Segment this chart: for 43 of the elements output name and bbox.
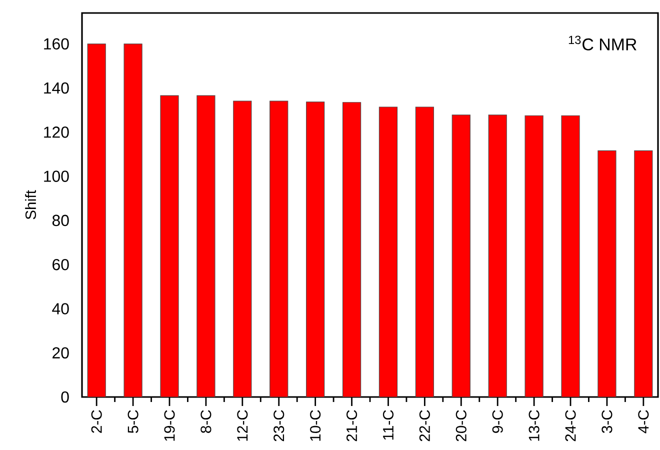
x-tick-label: 8-C (200, 410, 212, 433)
x-tick-label: 23-C (274, 410, 284, 442)
bar (124, 44, 142, 397)
bar (378, 106, 398, 397)
y-tick-label: 20 (52, 347, 69, 359)
x-tick-label: 11-C (382, 410, 394, 440)
bar (87, 44, 106, 397)
y-tick-label: 160 (44, 38, 69, 50)
bar (233, 100, 252, 397)
y-tick-label: 140 (44, 82, 69, 94)
bar (270, 100, 288, 397)
y-axis-title: Shift (25, 190, 36, 220)
bar (342, 102, 362, 397)
y-tick-label: 80 (52, 214, 69, 226)
bar (415, 106, 434, 397)
x-tick-label: 13-C (528, 410, 540, 441)
bar (524, 115, 544, 397)
bar (488, 114, 507, 397)
x-tick-label: 5-C (128, 410, 138, 434)
x-tick-label: 24-C (565, 410, 576, 442)
x-tick-label: 9-C (492, 410, 503, 433)
y-tick-label: 40 (52, 303, 69, 314)
bar (598, 150, 616, 397)
bar (561, 115, 580, 397)
x-tick-label: 21-C (346, 410, 358, 442)
annotation: $^{13}$C NMR (568, 36, 636, 50)
x-tick-label: 12-C (237, 410, 248, 441)
y-tick-label: 0 (61, 391, 69, 403)
x-tick-label: 19-C (164, 410, 175, 441)
y-tick-label: 60 (52, 258, 69, 270)
y-tick-label: 120 (44, 126, 69, 138)
x-tick-label: 2-C (91, 410, 102, 433)
x-tick-label: 3-C (602, 410, 612, 434)
x-tick-label: 20-C (456, 410, 466, 442)
y-tick-label: 100 (44, 170, 69, 182)
x-tick-label: 10-C (310, 410, 321, 441)
bar (452, 114, 470, 397)
bar (160, 95, 179, 397)
bar (634, 150, 653, 397)
x-tick-label: 4-C (638, 410, 649, 434)
bar (306, 102, 325, 397)
x-tick-label: 22-C (419, 410, 430, 442)
bar (196, 95, 216, 397)
